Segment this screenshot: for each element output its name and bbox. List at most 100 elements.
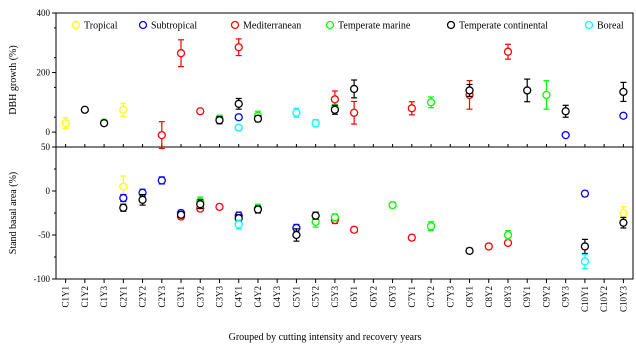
point-marker bbox=[523, 86, 532, 95]
x-tick-label: C1Y2 bbox=[80, 286, 90, 308]
x-tick-label: C10Y2 bbox=[599, 286, 609, 312]
data-point bbox=[292, 107, 301, 118]
data-point bbox=[234, 113, 243, 122]
data-point bbox=[619, 111, 628, 120]
data-point bbox=[311, 119, 320, 128]
data-point bbox=[138, 193, 147, 206]
data-point bbox=[119, 203, 128, 212]
x-tick-label: C2Y1 bbox=[118, 286, 128, 308]
x-tick-label: C6Y3 bbox=[388, 286, 398, 308]
point-marker bbox=[619, 111, 628, 120]
point-marker bbox=[234, 220, 243, 229]
point-marker bbox=[119, 105, 128, 114]
legend-marker bbox=[230, 20, 240, 30]
x-tick-label: C7Y1 bbox=[407, 286, 417, 308]
legend-label: Subtropical bbox=[151, 21, 197, 32]
point-marker bbox=[234, 43, 243, 52]
data-point bbox=[157, 176, 166, 185]
data-point bbox=[561, 104, 570, 118]
x-tick-label: C3Y1 bbox=[176, 286, 186, 308]
point-marker bbox=[119, 182, 128, 191]
data-point bbox=[234, 219, 243, 230]
point-marker bbox=[580, 189, 590, 198]
data-point bbox=[119, 175, 128, 198]
x-tick-label: C9Y3 bbox=[561, 286, 571, 308]
data-point bbox=[388, 200, 397, 210]
point-marker bbox=[465, 86, 474, 95]
point-marker bbox=[619, 87, 628, 97]
point-marker bbox=[426, 222, 436, 231]
legend-item: Tropical bbox=[71, 21, 118, 32]
y-axis-title: DBH growth (%) bbox=[8, 45, 19, 114]
data-point bbox=[542, 79, 551, 110]
point-marker bbox=[234, 123, 243, 132]
data-point bbox=[503, 238, 513, 248]
data-point bbox=[119, 102, 128, 117]
data-point bbox=[80, 105, 89, 114]
data-point bbox=[503, 43, 513, 60]
data-point bbox=[465, 246, 474, 255]
point-marker bbox=[119, 203, 128, 212]
y-tick-label: 50 bbox=[41, 142, 51, 152]
point-marker bbox=[215, 202, 224, 211]
plot-frame-2 bbox=[55, 146, 634, 280]
legend-label: Temperate marine bbox=[338, 21, 411, 32]
x-tick-label: C6Y2 bbox=[368, 286, 378, 308]
legend-item: Boreal bbox=[584, 21, 624, 32]
point-marker bbox=[542, 90, 551, 100]
point-marker bbox=[292, 230, 301, 240]
point-marker bbox=[253, 205, 263, 214]
data-point bbox=[196, 107, 205, 116]
legend-label: Temperate continental bbox=[459, 21, 548, 32]
data-point bbox=[234, 123, 243, 132]
legend-marker bbox=[138, 20, 148, 30]
point-marker bbox=[311, 119, 320, 128]
point-marker bbox=[349, 84, 359, 94]
point-marker bbox=[99, 119, 109, 128]
data-point bbox=[426, 96, 436, 109]
x-tick-label: C2Y3 bbox=[157, 286, 167, 308]
x-tick-label: C7Y2 bbox=[426, 286, 436, 308]
data-point bbox=[234, 38, 243, 57]
data-point bbox=[196, 199, 205, 210]
x-tick-label: C4Y2 bbox=[253, 286, 263, 308]
y-tick-label: 0 bbox=[46, 186, 51, 196]
point-marker bbox=[215, 116, 224, 125]
point-marker bbox=[157, 176, 166, 185]
x-tick-label: C5Y3 bbox=[330, 286, 340, 308]
point-marker bbox=[619, 208, 628, 218]
data-point bbox=[619, 81, 628, 103]
data-point bbox=[503, 230, 513, 240]
point-marker bbox=[503, 47, 513, 56]
axis-ticks: 0 200 400 DBH growth (%) -100 -50 0 50 Stand bas… bbox=[8, 8, 628, 312]
x-tick-label: C4Y1 bbox=[234, 286, 244, 308]
point-marker bbox=[503, 230, 513, 240]
data-point bbox=[119, 193, 128, 203]
y-tick-label: -50 bbox=[38, 230, 50, 240]
data-point bbox=[580, 189, 590, 198]
x-tick-label: C4Y3 bbox=[272, 286, 282, 308]
point-marker bbox=[292, 108, 301, 117]
point-marker bbox=[253, 114, 263, 123]
data-point bbox=[215, 202, 224, 211]
legend-item: Temperate marine bbox=[325, 21, 411, 32]
legend-item: Mediterranean bbox=[230, 20, 301, 32]
x-tick-label: C5Y2 bbox=[311, 286, 321, 308]
x-tick-label: C8Y1 bbox=[465, 286, 475, 308]
legend-item: Subtropical bbox=[138, 20, 197, 32]
data-point bbox=[580, 253, 590, 270]
point-marker bbox=[80, 105, 89, 114]
data-point bbox=[253, 205, 263, 214]
point-marker bbox=[311, 211, 320, 220]
point-marker bbox=[234, 99, 243, 108]
point-marker bbox=[196, 200, 205, 209]
point-marker bbox=[619, 218, 628, 227]
x-tick-label: C3Y2 bbox=[195, 286, 205, 308]
point-marker bbox=[61, 119, 70, 128]
data-point bbox=[61, 117, 70, 130]
point-marker bbox=[176, 210, 186, 219]
data-point bbox=[176, 210, 186, 219]
data-point bbox=[407, 101, 416, 116]
data-point bbox=[349, 79, 359, 99]
